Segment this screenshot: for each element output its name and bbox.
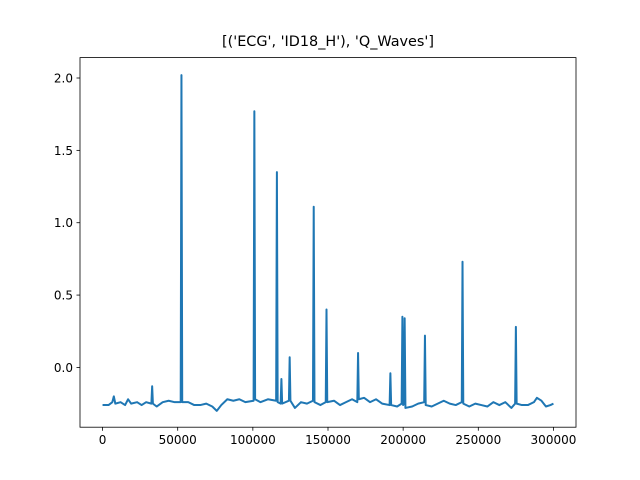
chart-title: [('ECG', 'ID18_H'), 'Q_Waves'] xyxy=(222,34,434,50)
x-tick-label: 100000 xyxy=(230,433,276,447)
plot-area xyxy=(102,74,554,412)
y-tick-label: 2.0 xyxy=(54,72,73,86)
y-tick-label: 0.5 xyxy=(54,289,73,303)
y-tick-label: 1.0 xyxy=(54,216,73,230)
x-tick-label: 300000 xyxy=(531,433,577,447)
y-tick-label: 1.5 xyxy=(54,144,73,158)
x-tick-label: 50000 xyxy=(159,433,197,447)
x-tick-label: 150000 xyxy=(305,433,351,447)
x-tick-label: 200000 xyxy=(380,433,426,447)
x-tick-label: 250000 xyxy=(455,433,501,447)
data-line xyxy=(102,74,554,412)
x-tick-label: 0 xyxy=(99,433,107,447)
y-tick-label: 0.0 xyxy=(54,361,73,375)
